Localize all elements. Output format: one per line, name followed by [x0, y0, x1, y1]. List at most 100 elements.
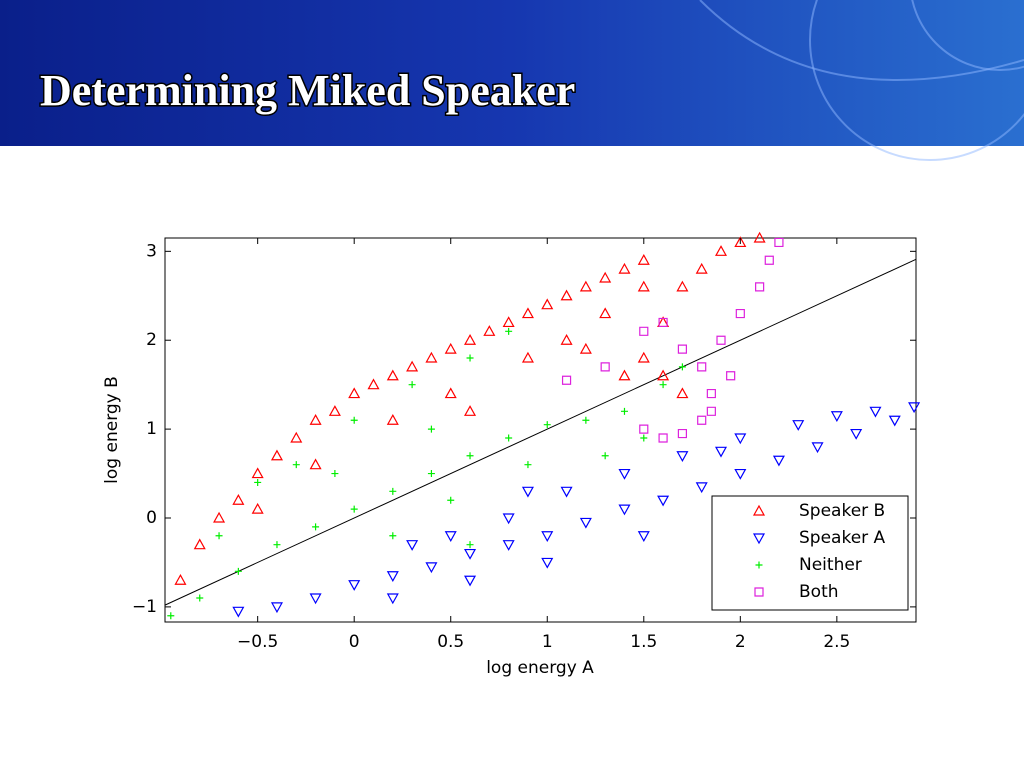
point: [502, 540, 515, 551]
point: [309, 413, 322, 425]
point: [560, 333, 573, 345]
point: [234, 567, 242, 575]
y-tick-label: 3: [146, 241, 157, 261]
point: [792, 420, 805, 431]
point: [735, 308, 745, 319]
point: [251, 502, 264, 514]
point: [637, 351, 650, 363]
point: [541, 531, 554, 543]
point: [502, 513, 515, 525]
x-tick-label: 2.5: [823, 632, 850, 652]
point: [764, 255, 774, 265]
point: [774, 237, 784, 248]
point: [464, 575, 477, 587]
point: [350, 505, 358, 513]
point: [543, 421, 551, 429]
point: [695, 262, 708, 274]
point: [714, 446, 728, 458]
point: [408, 381, 416, 389]
point: [561, 375, 572, 385]
point: [425, 351, 438, 363]
point: [524, 461, 532, 469]
point: [579, 342, 592, 354]
point: [464, 548, 477, 560]
legend-marker: [752, 533, 766, 545]
point: [850, 428, 863, 440]
x-tick-label: 1: [542, 632, 553, 652]
point: [406, 540, 419, 551]
point: [560, 486, 573, 498]
plot: [164, 231, 921, 620]
point: [714, 245, 728, 256]
x-tick-label: 1.5: [630, 632, 657, 652]
point: [521, 307, 534, 319]
point: [348, 387, 361, 399]
point: [389, 487, 397, 495]
point: [706, 388, 716, 399]
point: [292, 461, 300, 469]
point: [639, 326, 649, 336]
point: [659, 381, 667, 389]
point: [716, 335, 726, 345]
point: [618, 504, 631, 516]
point: [466, 354, 474, 362]
slide-title: Determining Miked Speaker: [40, 66, 575, 115]
y-tick-label: 0: [146, 508, 157, 528]
point: [389, 532, 397, 540]
point: [697, 362, 707, 372]
banner-decoration: [699, 0, 1024, 161]
point: [406, 360, 419, 372]
point: [521, 351, 534, 363]
point: [676, 451, 689, 463]
legend-marker: [752, 504, 766, 516]
point: [601, 452, 609, 460]
point: [734, 468, 747, 480]
point: [658, 317, 668, 328]
x-tick-label: 0.5: [437, 632, 464, 652]
point: [830, 411, 843, 423]
point: [599, 271, 612, 283]
point: [502, 316, 515, 328]
x-tick-label: 0: [349, 632, 360, 652]
y-tick-label: 2: [146, 330, 157, 350]
x-tick-label: 2: [735, 632, 746, 652]
point: [579, 517, 592, 529]
point: [466, 452, 474, 460]
point: [676, 280, 689, 292]
point: [483, 325, 496, 336]
y-tick-label: 1: [146, 419, 157, 439]
point: [599, 307, 612, 319]
point: [734, 433, 747, 445]
point: [309, 593, 322, 605]
point: [270, 602, 283, 614]
legend-marker: [754, 587, 764, 597]
point: [888, 415, 901, 427]
point: [427, 470, 435, 478]
legend-box: [711, 495, 909, 611]
point: [464, 333, 477, 345]
point: [811, 442, 824, 454]
point: [386, 571, 399, 583]
point: [618, 262, 631, 274]
point: [676, 387, 689, 399]
point: [386, 593, 399, 605]
point: [254, 478, 262, 486]
point: [273, 541, 281, 549]
legend-label: Both: [799, 582, 839, 602]
legend-label: Speaker A: [799, 528, 886, 548]
point: [618, 468, 631, 480]
point: [444, 531, 457, 543]
legend-label: Speaker B: [799, 501, 885, 521]
point: [697, 415, 707, 425]
point: [251, 467, 264, 479]
x-tick-label: −0.5: [237, 632, 278, 652]
point: [270, 449, 283, 461]
point: [706, 406, 716, 416]
point: [425, 562, 438, 574]
point: [678, 363, 686, 371]
point: [541, 557, 554, 569]
point: [213, 511, 226, 523]
point: [367, 378, 380, 390]
